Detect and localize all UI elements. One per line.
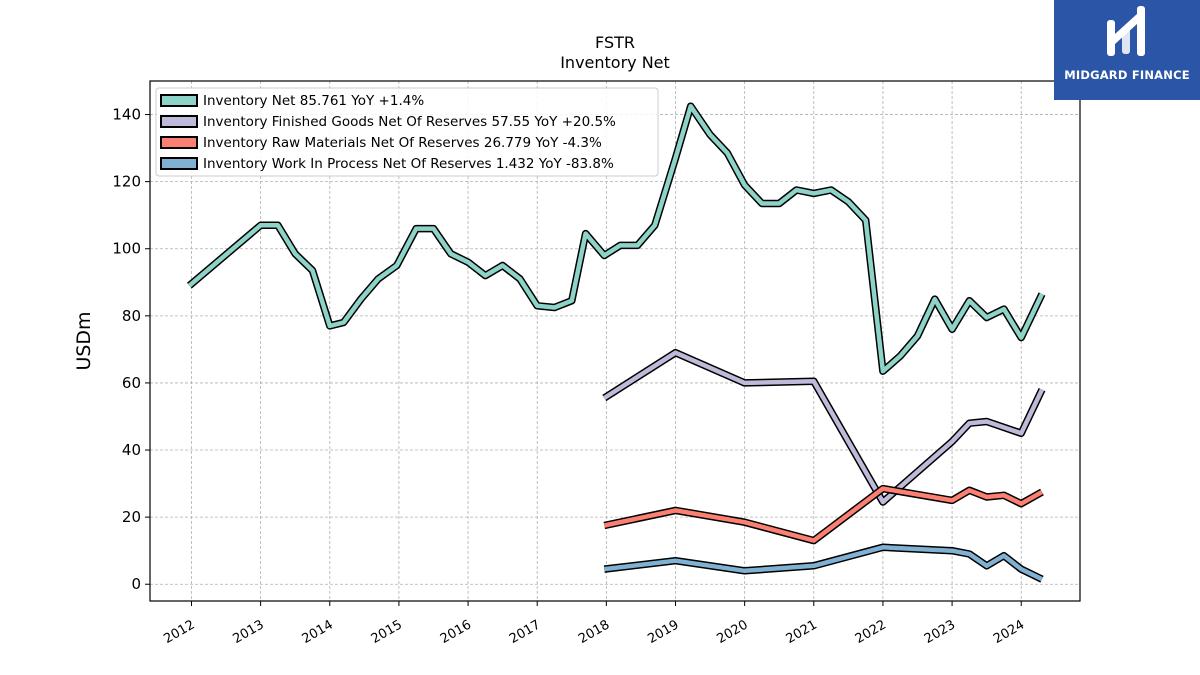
legend-swatch-1 xyxy=(160,115,198,128)
y-tick-label: 140 xyxy=(112,106,141,124)
x-tick-label: 2014 xyxy=(300,617,336,647)
x-tick-label: 2023 xyxy=(922,617,958,647)
axis-ticks: 0 20 40 60 80 100 120 140 2012 2013 2014 2015 2016 20… xyxy=(112,106,1027,647)
series-outline-1 xyxy=(602,348,1046,506)
y-tick-label: 0 xyxy=(131,575,141,593)
y-tick-label: 60 xyxy=(122,374,141,392)
x-tick-label: 2015 xyxy=(369,617,405,647)
legend: Inventory Net 85.761 YoY +1.4% Inventory … xyxy=(155,87,659,177)
plot-area-frame xyxy=(149,80,1081,602)
y-tick-label: 120 xyxy=(112,173,141,191)
y-axis-label: USDm xyxy=(73,311,95,370)
x-tick-label: 2020 xyxy=(714,617,750,647)
series-line-1 xyxy=(603,350,1045,505)
midgard-logo-icon xyxy=(1107,6,1145,56)
legend-entry-1: Inventory Finished Goods Net Of Reserves… xyxy=(203,114,616,130)
chart-subtitle: Inventory Net xyxy=(560,53,670,72)
y-tick-label: 40 xyxy=(122,441,141,459)
legend-entry-0: Inventory Net 85.761 YoY +1.4% xyxy=(203,93,424,109)
legend-swatch-3 xyxy=(160,157,198,170)
x-tick-label: 2024 xyxy=(991,617,1027,647)
series-line-0 xyxy=(187,103,1045,374)
legend-entry-2: Inventory Raw Materials Net Of Reserves … xyxy=(203,135,602,151)
y-tick-label: 100 xyxy=(112,240,141,258)
x-tick-label: 2021 xyxy=(784,617,820,647)
x-tick-label: 2012 xyxy=(161,617,197,647)
legend-swatch-2 xyxy=(160,136,198,149)
legend-box xyxy=(155,87,659,177)
series-line-3 xyxy=(604,545,1043,582)
brand-logo: MIDGARD FINANCE xyxy=(1054,0,1200,100)
brand-name: MIDGARD FINANCE xyxy=(1064,68,1190,82)
x-tick-label: 2013 xyxy=(230,617,266,647)
series-lines xyxy=(186,102,1046,583)
x-tick-label: 2016 xyxy=(438,617,474,647)
x-tick-label: 2018 xyxy=(576,617,612,647)
y-tick-label: 80 xyxy=(122,307,141,325)
chart-title: FSTR xyxy=(595,33,635,52)
legend-entry-3: Inventory Work In Process Net Of Reserve… xyxy=(203,156,614,172)
x-tick-label: 2019 xyxy=(645,617,681,647)
x-tick-label: 2022 xyxy=(853,617,889,647)
series-line-2 xyxy=(603,486,1044,543)
x-tick-label: 2017 xyxy=(507,617,543,647)
legend-swatch-0 xyxy=(160,94,198,107)
y-tick-label: 20 xyxy=(122,508,141,526)
